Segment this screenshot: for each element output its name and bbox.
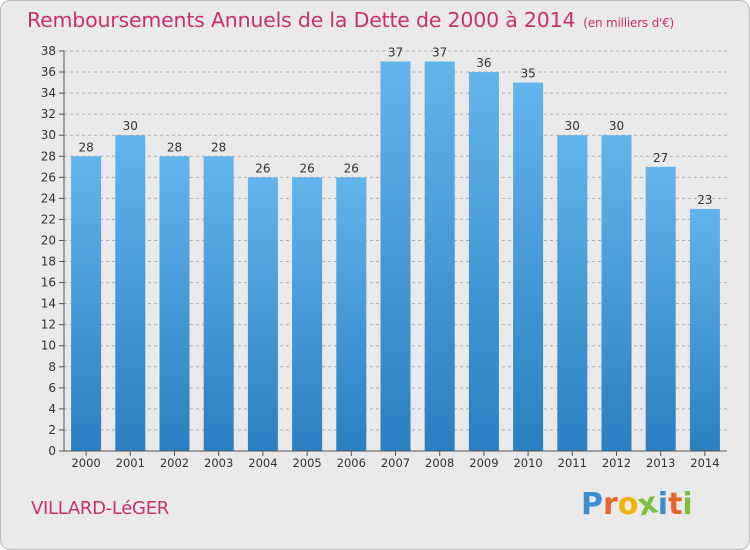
chart-title-text: Remboursements Annuels de la Dette de 20… — [27, 8, 576, 32]
y-tick-label: 4 — [48, 402, 56, 416]
logo-letter: t — [668, 487, 683, 522]
bar — [292, 177, 323, 451]
logo-letter: P — [581, 487, 603, 522]
chart-unit: (en milliers d'€) — [583, 16, 675, 30]
y-tick-label: 8 — [48, 360, 56, 374]
logo-letter: r — [603, 487, 618, 522]
bar — [336, 177, 367, 451]
bar-value-label: 26 — [255, 161, 270, 175]
y-tick-label: 18 — [41, 255, 56, 269]
x-tick-label: 2006 — [337, 456, 366, 470]
y-tick-label: 22 — [41, 212, 56, 226]
y-tick-label: 14 — [41, 297, 56, 311]
logo-letter: i — [682, 487, 693, 522]
x-tick-label: 2002 — [160, 456, 189, 470]
town-name: VILLARD-LéGER — [31, 498, 169, 519]
bar — [557, 135, 588, 452]
x-tick-label: 2013 — [646, 456, 675, 470]
x-tick-label: 2010 — [513, 456, 542, 470]
bar-value-label: 28 — [78, 140, 93, 154]
x-tick-label: 2004 — [248, 456, 277, 470]
y-tick-label: 30 — [41, 128, 56, 142]
y-tick-label: 32 — [41, 107, 56, 121]
y-tick-label: 20 — [41, 233, 56, 247]
bar — [513, 82, 544, 451]
bar-value-label: 36 — [476, 56, 491, 70]
y-tick-label: 0 — [48, 444, 56, 458]
x-tick-label: 2005 — [292, 456, 321, 470]
y-tick-label: 26 — [41, 170, 56, 184]
bar-value-label: 37 — [432, 46, 447, 60]
y-tick-label: 24 — [41, 191, 56, 205]
bar-value-label: 35 — [520, 67, 535, 81]
y-tick-label: 6 — [48, 381, 56, 395]
logo-letter: i — [657, 487, 669, 522]
x-tick-label: 2009 — [469, 456, 498, 470]
y-tick-label: 28 — [41, 149, 56, 163]
bar — [689, 208, 720, 451]
x-tick-label: 2000 — [71, 456, 100, 470]
y-tick-label: 34 — [41, 86, 56, 100]
bar-value-label: 26 — [344, 161, 359, 175]
bar — [601, 135, 632, 452]
x-tick-label: 2012 — [602, 456, 631, 470]
bar-value-label: 23 — [697, 193, 712, 207]
bar-value-label: 30 — [609, 119, 624, 133]
bar-value-label: 37 — [388, 46, 403, 60]
bar-value-label: 30 — [123, 119, 138, 133]
y-tick-label: 38 — [41, 44, 56, 58]
bar — [203, 156, 234, 451]
y-tick-label: 12 — [41, 318, 56, 332]
y-tick-label: 36 — [41, 65, 56, 79]
bar — [115, 135, 146, 452]
y-tick-label: 16 — [41, 276, 56, 290]
x-tick-label: 2008 — [425, 456, 454, 470]
y-tick-label: 2 — [48, 423, 56, 437]
bar-value-label: 30 — [565, 119, 580, 133]
x-tick-label: 2011 — [558, 456, 587, 470]
proxiti-logo[interactable]: Proxiti — [581, 485, 693, 523]
bar — [424, 61, 455, 452]
x-tick-label: 2001 — [116, 456, 145, 470]
bar — [247, 177, 278, 451]
x-tick-label: 2014 — [690, 456, 719, 470]
bar — [380, 61, 411, 452]
bar-value-label: 28 — [167, 140, 182, 154]
bar — [468, 72, 499, 451]
bar-value-label: 27 — [653, 151, 668, 165]
logo-letter: o — [617, 487, 639, 522]
x-tick-label: 2003 — [204, 456, 233, 470]
chart-title: Remboursements Annuels de la Dette de 20… — [27, 8, 674, 32]
bar — [159, 156, 190, 451]
y-tick-label: 10 — [41, 339, 56, 353]
bar-value-label: 26 — [299, 161, 314, 175]
x-tick-label: 2007 — [381, 456, 410, 470]
bar — [71, 156, 102, 451]
bar — [645, 166, 676, 451]
bar-value-label: 28 — [211, 140, 226, 154]
